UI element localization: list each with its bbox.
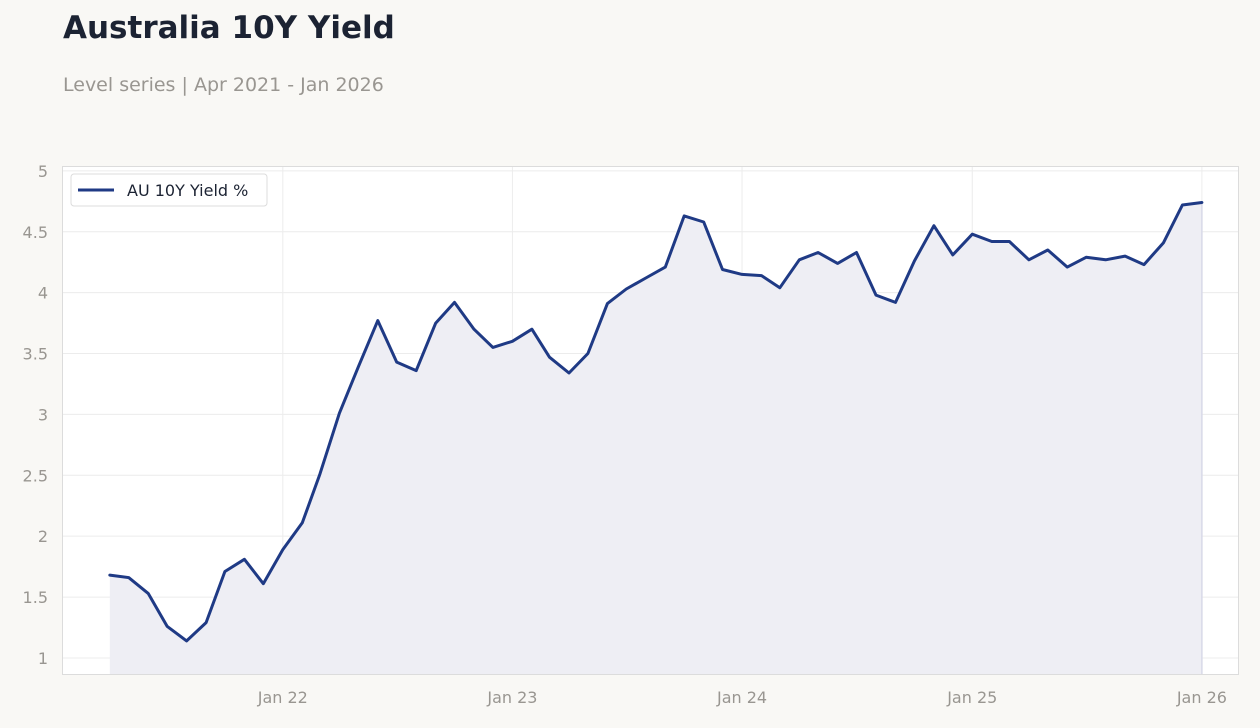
y-tick-label: 4.5 (23, 223, 48, 242)
legend-box (70, 173, 268, 207)
x-tick-label: Jan 23 (486, 688, 537, 707)
legend-label: AU 10Y Yield % (127, 181, 248, 200)
plot-frame (62, 166, 1239, 675)
series-line (108, 201, 1204, 643)
y-tick-label: 3 (38, 405, 48, 424)
y-axis: 1 1.5 2 2.5 3 3.5 4 4.5 5 (23, 162, 48, 668)
y-tick-label: 2 (38, 527, 48, 546)
y-tick-label: 1 (38, 649, 48, 668)
y-tick-label: 3.5 (23, 345, 48, 364)
series-area-fill (109, 202, 1202, 675)
chart-subtitle: Level series | Apr 2021 - Jan 2026 (63, 74, 384, 96)
y-tick-label: 4 (38, 284, 48, 303)
y-tick-label: 1.5 (23, 588, 48, 607)
x-tick-label: Jan 24 (716, 688, 767, 707)
x-tick-label: Jan 25 (946, 688, 997, 707)
x-tick-label: Jan 22 (257, 688, 308, 707)
x-axis: Jan 22 Jan 23 Jan 24 Jan 25 Jan 26 (257, 688, 1227, 707)
x-tick-label: Jan 26 (1176, 688, 1227, 707)
legend: AU 10Y Yield % (70, 173, 268, 207)
y-tick-label: 5 (38, 162, 48, 181)
y-tick-label: 2.5 (23, 466, 48, 485)
chart-title: Australia 10Y Yield (63, 10, 395, 46)
